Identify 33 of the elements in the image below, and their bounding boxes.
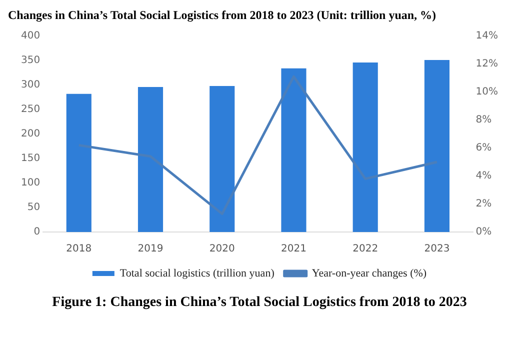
y-tick-label: 350 <box>20 55 40 66</box>
y2-tick-label: 2% <box>476 198 492 210</box>
x-tick-label: 2022 <box>352 244 378 255</box>
y2-tick-label: 4% <box>476 170 492 182</box>
legend-label: Year-on-year changes (%) <box>312 267 427 280</box>
caption: Figure 1: Changes in China’s Total Social Logistics from 2018 to 2023 <box>51 295 468 311</box>
bar <box>281 68 306 232</box>
bar <box>66 94 92 232</box>
bar <box>352 62 378 232</box>
bar <box>138 86 164 232</box>
x-tick-label: 2020 <box>209 244 235 255</box>
x-tick-label: 2021 <box>281 244 306 255</box>
bar <box>210 86 235 232</box>
y-tick-label: 200 <box>20 128 40 140</box>
legend-label: Total social logistics (trillion yuan) <box>120 267 275 280</box>
y-tick-label: 50 <box>27 202 40 214</box>
x-tick-label: 2023 <box>424 244 450 255</box>
y-tick-label: 300 <box>20 80 40 91</box>
y2-tick-label: 14% <box>476 30 498 42</box>
y-tick-label: 250 <box>20 104 40 116</box>
chart-title: Changes in China’s Total Social Logistics from 2018 to 2023 (Unit: trillion yuan, %) <box>8 8 438 23</box>
y2-tick-label: 0% <box>476 226 492 238</box>
x-tick-label: 2018 <box>66 244 92 255</box>
x-tick-label: 2019 <box>138 244 164 255</box>
y2-tick-label: 6% <box>476 142 492 154</box>
y2-tick-label: 8% <box>476 114 492 126</box>
y2-tick-label: 12% <box>476 58 498 70</box>
y-tick-label: 150 <box>20 153 40 164</box>
y-tick-label: 400 <box>20 30 40 42</box>
y-tick-label: 0 <box>34 226 40 238</box>
y-tick-label: 100 <box>20 178 40 189</box>
bar <box>424 60 450 232</box>
y2-tick-label: 10% <box>476 86 498 98</box>
